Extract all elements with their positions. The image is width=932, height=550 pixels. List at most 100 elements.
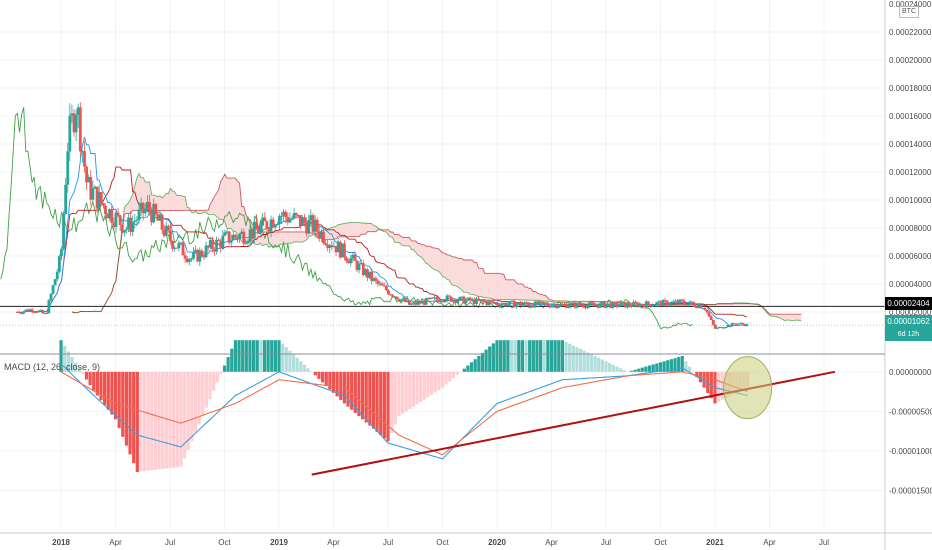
candle-body <box>477 298 480 301</box>
candle-body <box>317 231 321 239</box>
candle-body <box>347 260 351 264</box>
candle-body <box>592 303 596 305</box>
candle-body <box>726 325 730 327</box>
candle-body <box>728 325 732 327</box>
macd-histogram-bar <box>499 340 503 372</box>
macd-histogram-bar <box>215 371 219 383</box>
candle-body <box>257 229 260 234</box>
candle-body <box>433 297 436 299</box>
candle-body <box>208 240 212 248</box>
candle-body <box>397 299 401 302</box>
candle-body <box>41 310 44 314</box>
macd-histogram-bar <box>658 362 663 372</box>
candle-body <box>294 213 298 215</box>
candle-body <box>36 310 40 313</box>
macd-histogram-bar <box>324 371 328 386</box>
candle-body <box>305 222 309 234</box>
candle-body <box>722 327 726 329</box>
candle-body <box>667 304 671 306</box>
candle-body <box>324 242 327 245</box>
currency-badge[interactable]: BTC <box>899 6 919 18</box>
candle-body <box>552 304 556 306</box>
candle-body <box>301 217 304 226</box>
macd-histogram-bar <box>77 368 81 372</box>
candle-body <box>106 214 109 219</box>
candle-body <box>550 305 554 308</box>
macd-histogram-bar <box>633 369 637 372</box>
candle-body <box>336 241 340 253</box>
macd-histogram-bar <box>390 371 394 433</box>
candle-body <box>275 223 279 225</box>
candle-body <box>288 218 292 223</box>
macd-histogram-bar <box>313 371 317 376</box>
candle-body <box>527 303 531 306</box>
grid <box>0 0 885 530</box>
candle-body <box>625 303 629 308</box>
candle-body <box>338 241 342 258</box>
macd-histogram-bar <box>422 371 426 400</box>
candle-body <box>225 231 229 233</box>
macd-histogram-bar <box>310 371 314 373</box>
candle-body <box>322 231 325 243</box>
candle-body <box>309 215 313 221</box>
candle-body <box>586 305 589 309</box>
macd-histogram-bar <box>702 371 706 388</box>
candle-body <box>83 151 86 167</box>
candle-body <box>353 254 357 261</box>
time-tick-label: Apr <box>545 538 558 547</box>
macd-histogram-bar <box>302 364 307 372</box>
candle-body <box>242 231 246 244</box>
price-tick-label: 0.00004000 <box>889 280 932 289</box>
candle-body <box>135 219 139 221</box>
candle-body <box>378 283 382 285</box>
candle-body <box>718 327 721 329</box>
candle-body <box>345 257 348 261</box>
macd-histogram-bar <box>230 348 234 372</box>
candle-body <box>363 269 367 276</box>
candle-body <box>720 327 724 329</box>
candle-body <box>659 301 663 306</box>
candle-body <box>387 290 390 295</box>
candle-body <box>560 303 564 305</box>
candle-body <box>99 192 103 204</box>
candle-body <box>292 213 296 219</box>
macd-histogram-bar <box>368 371 372 426</box>
candle-body <box>307 220 311 234</box>
candle-body <box>236 237 239 240</box>
macd-histogram-bar <box>564 341 568 372</box>
candle-body <box>395 296 399 300</box>
macd-histogram-bar <box>549 340 554 372</box>
macd-histogram-bar <box>353 371 357 413</box>
macd-histogram-bar <box>321 371 325 383</box>
candle-body <box>219 240 223 248</box>
macd-histogram-bar <box>277 340 281 372</box>
candle-body <box>657 301 661 303</box>
macd-histogram-bar <box>59 340 63 372</box>
macd-histogram-bar <box>88 371 92 386</box>
candle-body <box>640 304 644 306</box>
candle-body <box>542 301 545 304</box>
candle-body <box>590 302 594 304</box>
candle-body <box>475 298 478 305</box>
candle-body <box>62 214 65 249</box>
macd-histogram-bar <box>317 371 321 379</box>
candle-body <box>129 217 133 232</box>
candle-body <box>741 323 745 325</box>
candle-body <box>359 263 363 265</box>
macd-histogram-bar <box>270 340 274 372</box>
candle-body <box>466 297 470 300</box>
candle-body <box>319 231 323 239</box>
candle-body <box>414 302 418 305</box>
candle-body <box>529 305 533 307</box>
candle-body <box>34 311 38 313</box>
price-tick-label: 0.00020000 <box>889 56 932 65</box>
candle-body <box>493 302 497 304</box>
candle-body <box>693 303 696 307</box>
candle-body <box>546 303 550 306</box>
candle-body <box>514 304 518 308</box>
candle-body <box>198 250 202 262</box>
candle-body <box>210 240 214 250</box>
macd-histogram-bar <box>560 340 564 372</box>
price-tick-label: 0.00008000 <box>889 224 932 233</box>
candle-body <box>254 221 258 230</box>
